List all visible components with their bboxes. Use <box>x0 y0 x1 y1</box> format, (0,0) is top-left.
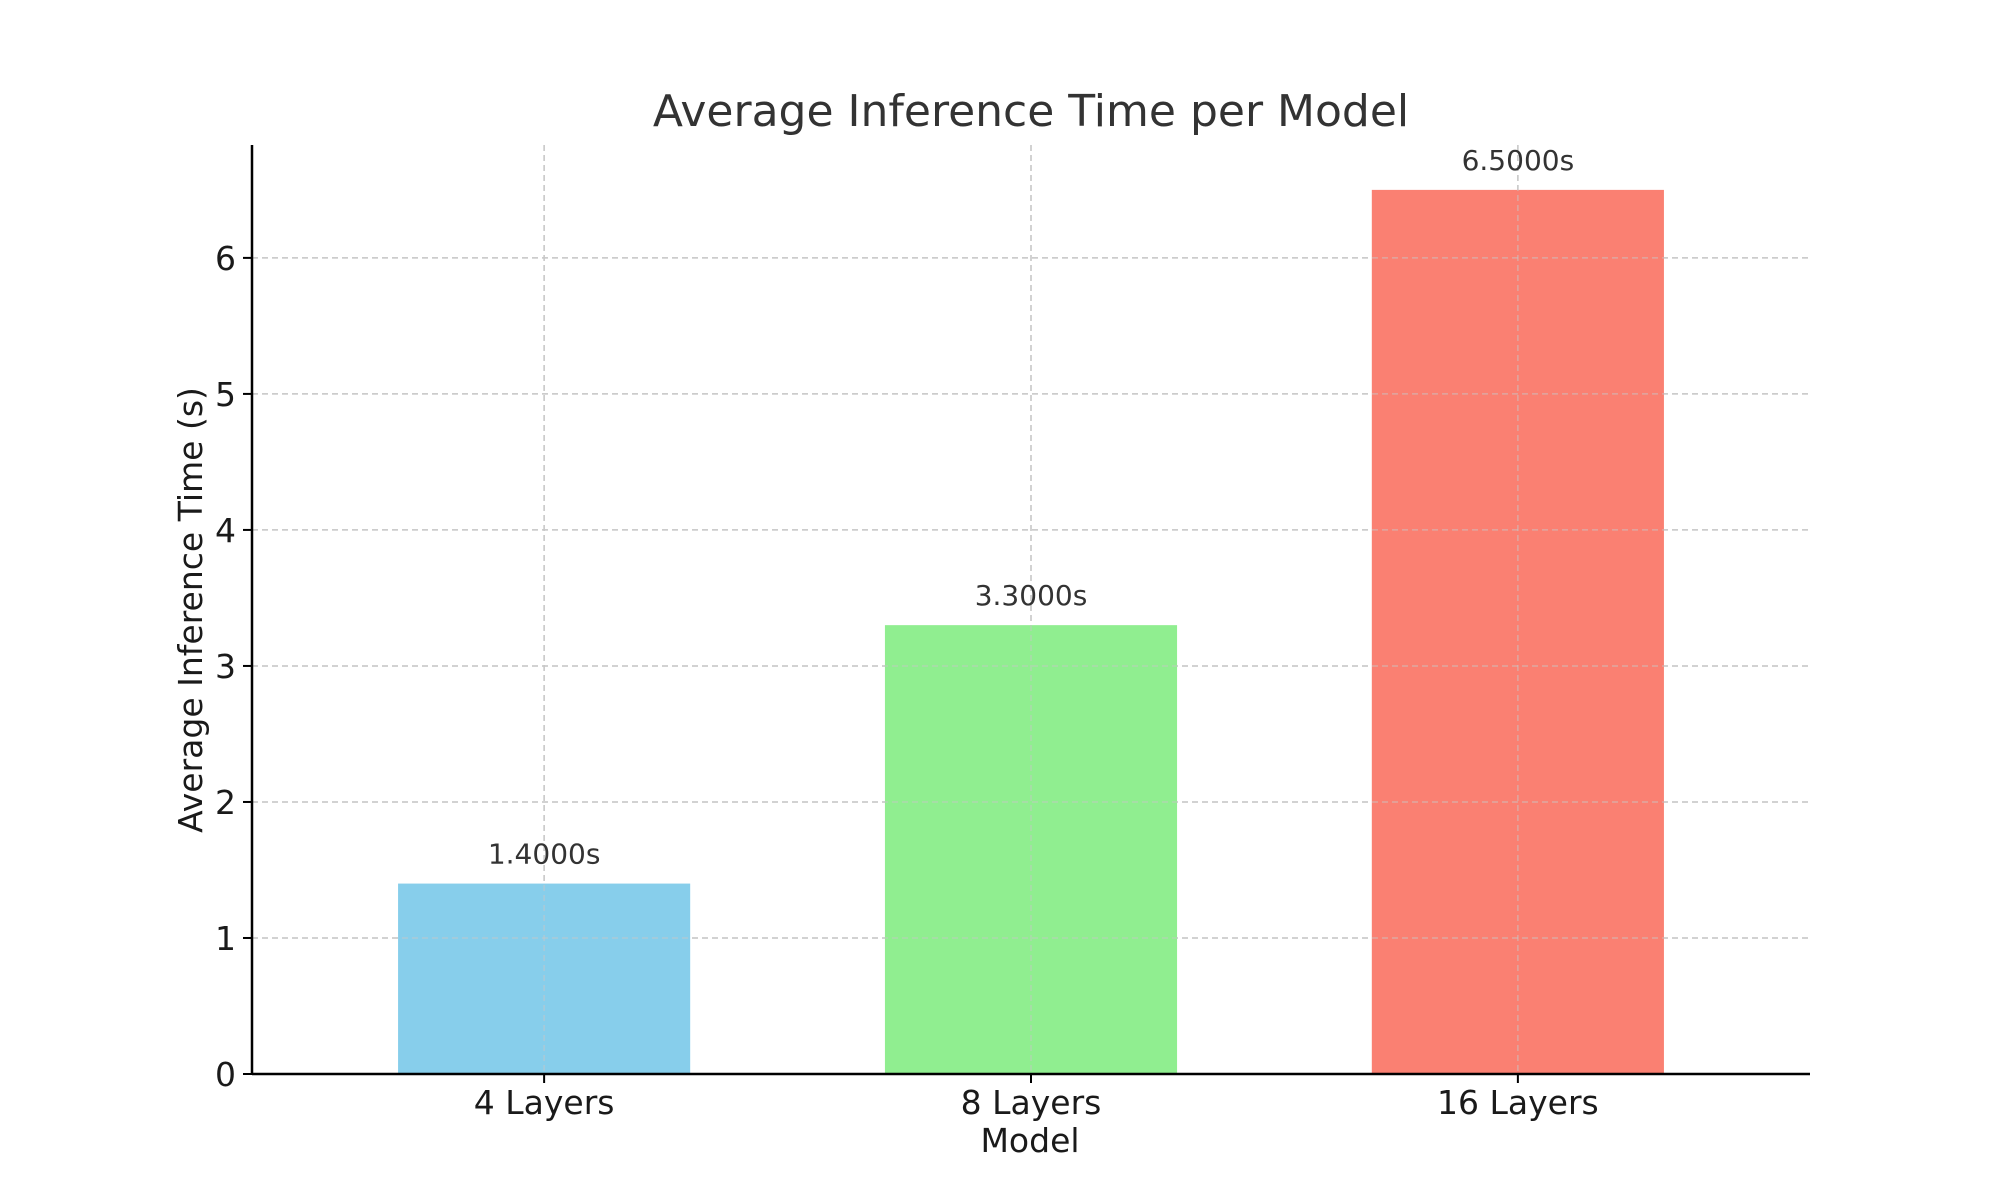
y-tick-label: 2 <box>215 783 236 822</box>
x-tick-label: 4 Layers <box>474 1083 615 1122</box>
chart-title: Average Inference Time per Model <box>653 86 1409 137</box>
y-axis-title: Average Inference Time (s) <box>171 387 210 833</box>
label-layer: 0 1 2 3 4 5 6 4 Layers 8 Layers 16 Layers 1.4000s 3… <box>215 144 1599 1122</box>
x-axis-title: Model <box>980 1121 1079 1160</box>
bar-value-label: 1.4000s <box>488 838 601 871</box>
y-tick-label: 3 <box>215 647 236 686</box>
bar-16-layers <box>1371 189 1664 1074</box>
x-tick-label: 16 Layers <box>1437 1083 1599 1122</box>
y-tick-label: 6 <box>215 239 236 278</box>
y-tick-label: 4 <box>215 511 236 550</box>
y-tick-label: 1 <box>215 919 236 958</box>
x-tick-label: 8 Layers <box>961 1083 1102 1122</box>
bar-layer <box>252 145 1810 1074</box>
bar-value-label: 6.5000s <box>1462 144 1575 177</box>
axis-layer <box>243 145 1810 1083</box>
bar-value-label: 3.3000s <box>975 579 1088 612</box>
y-tick-label: 5 <box>215 375 236 414</box>
y-tick-label: 0 <box>215 1055 236 1094</box>
